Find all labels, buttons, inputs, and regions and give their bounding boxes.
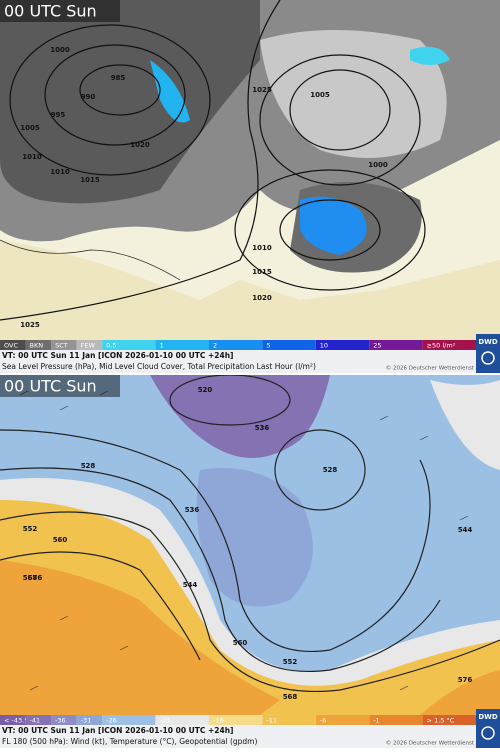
contour-label: 528 xyxy=(323,466,338,474)
contour-label: 560 xyxy=(233,639,248,647)
legend-label: 25 xyxy=(373,342,381,350)
legend-label: ≥50 l/m² xyxy=(427,342,456,350)
contour-label: 544 xyxy=(458,526,473,534)
contour-label: 990 xyxy=(81,93,96,101)
title-backdrop xyxy=(0,0,120,22)
contour-label: 576 xyxy=(28,574,43,582)
legend-swatch xyxy=(208,340,263,350)
contour-label: 536 xyxy=(185,506,200,514)
contour-label: 995 xyxy=(51,111,66,119)
contour-label: 552 xyxy=(283,658,298,666)
contour-label: 1000 xyxy=(368,161,388,169)
legend-label: -41 xyxy=(30,717,41,725)
legend-label: BKN xyxy=(30,342,44,350)
contour-label: 1010 xyxy=(22,153,42,161)
legend-label: 2 xyxy=(213,342,217,350)
legend-label: 10 xyxy=(320,342,328,350)
legend-swatch xyxy=(262,340,316,350)
pressure-map xyxy=(0,0,500,340)
legend-swatch xyxy=(315,340,370,350)
legend-swatch xyxy=(0,715,26,725)
contour-label: 1020 xyxy=(130,141,150,149)
contour-label: 544 xyxy=(183,581,198,589)
legend-label: SCT xyxy=(55,342,68,350)
legend-swatch xyxy=(51,340,77,350)
legend-label: -1 xyxy=(373,717,379,725)
contour-label: 568 xyxy=(283,693,298,701)
contour-label: 1025 xyxy=(252,86,272,94)
legend-label: FEW xyxy=(81,342,96,350)
contour-label: 576 xyxy=(458,676,473,684)
legend-label: -11 xyxy=(266,717,277,725)
contour-label: 1005 xyxy=(310,91,330,99)
contour-label: 1010 xyxy=(50,168,70,176)
legend-swatch xyxy=(369,715,423,725)
title-backdrop xyxy=(0,375,120,397)
panel-title: 00 UTC Sun xyxy=(4,2,97,21)
logo-box xyxy=(476,334,500,373)
legend-label: -6 xyxy=(320,717,326,725)
legend-label: 5 xyxy=(266,342,270,350)
legend-label: -26 xyxy=(106,717,117,725)
legend-swatch xyxy=(155,715,209,725)
legend-label: 1 xyxy=(160,342,164,350)
legend-swatch xyxy=(422,715,476,725)
legend-swatch xyxy=(262,715,316,725)
legend-swatch xyxy=(102,715,156,725)
contour-label: 560 xyxy=(53,536,68,544)
legend-swatch xyxy=(51,715,77,725)
legend-label: 0.5 xyxy=(106,342,116,350)
contour-label: 568 xyxy=(23,574,38,582)
contour-label: 1015 xyxy=(252,268,272,276)
valid-time: VT: 00 UTC Sun 11 Jan [ICON 2026-01-10 0… xyxy=(2,726,233,735)
contour-label: 536 xyxy=(255,424,270,432)
contour-label: 520 xyxy=(198,386,213,394)
legend-label: < -43.5 xyxy=(4,717,28,725)
legend-label: -21 xyxy=(160,717,171,725)
logo-mark xyxy=(481,726,495,740)
legend-label: -16 xyxy=(213,717,224,725)
contour-label: 1000 xyxy=(50,46,70,54)
valid-time: VT: 00 UTC Sun 11 Jan [ICON 2026-01-10 0… xyxy=(2,351,233,360)
legend-swatch xyxy=(25,715,52,725)
legend-swatch xyxy=(369,340,423,350)
contour-label: 528 xyxy=(81,462,96,470)
copyright: © 2026 Deutscher Wetterdienst xyxy=(386,365,475,372)
logo-mark xyxy=(481,351,495,365)
legend-label: -36 xyxy=(55,717,66,725)
info-backdrop xyxy=(0,725,476,748)
legend-swatch xyxy=(155,340,209,350)
legend-label: -31 xyxy=(81,717,92,725)
legend-label: > 1.5 °C xyxy=(427,717,455,725)
info-backdrop xyxy=(0,350,476,373)
legend-swatch xyxy=(76,340,103,350)
description: Sea Level Pressure (hPa), Mid Level Clou… xyxy=(2,362,316,371)
legend-swatch xyxy=(208,715,263,725)
contour-label: 985 xyxy=(111,74,126,82)
description: FL 180 (500 hPa): Wind (kt), Temperature… xyxy=(2,737,257,746)
legend-swatch xyxy=(76,715,103,725)
logo: DWD xyxy=(478,338,498,346)
legend-swatch xyxy=(25,340,52,350)
upper-air-map xyxy=(0,375,500,715)
contour-label: 552 xyxy=(23,525,38,533)
legend-swatch xyxy=(102,340,156,350)
legend-swatch xyxy=(0,340,26,350)
legend-swatch xyxy=(315,715,370,725)
copyright: © 2026 Deutscher Wetterdienst xyxy=(386,740,475,747)
contour-label: 1010 xyxy=(252,244,272,252)
logo: DWD xyxy=(478,713,498,721)
contour-label: 1025 xyxy=(20,321,40,329)
legend-label: OVC xyxy=(4,342,18,350)
contour-label: 1005 xyxy=(20,124,40,132)
contour-label: 1015 xyxy=(80,176,100,184)
panel-title: 00 UTC Sun xyxy=(4,377,97,396)
logo-box xyxy=(476,709,500,748)
legend-swatch xyxy=(422,340,476,350)
contour-label: 1020 xyxy=(252,294,272,302)
